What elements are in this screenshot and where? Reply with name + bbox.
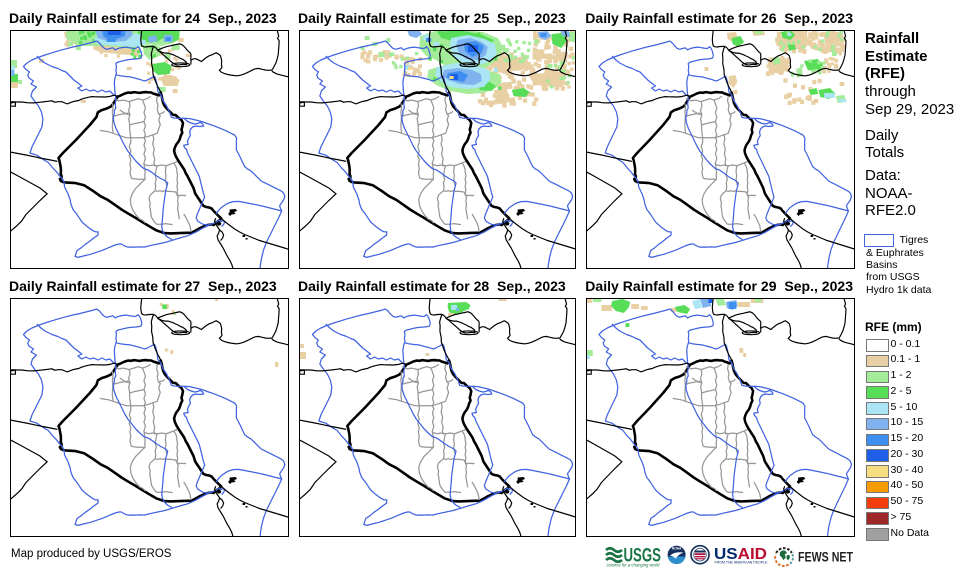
svg-text:USGS: USGS: [624, 545, 662, 566]
svg-text:FROM THE AMERICAN PEOPLE: FROM THE AMERICAN PEOPLE: [715, 561, 769, 565]
svg-text:FEWS NET: FEWS NET: [798, 550, 854, 565]
svg-text:NOAA: NOAA: [672, 547, 682, 551]
svg-text:science for a changing world: science for a changing world: [607, 563, 661, 568]
